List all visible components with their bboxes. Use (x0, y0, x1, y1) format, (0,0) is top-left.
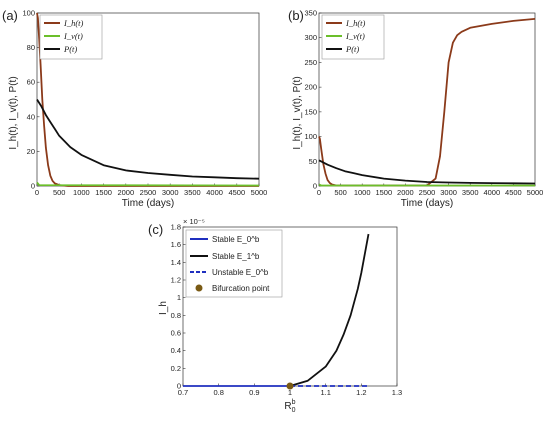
panel-a-legend-p: P(t) (63, 44, 77, 54)
panel-b-y-tick-label: 200 (304, 83, 317, 92)
panel-b-x-tick-label: 0 (317, 188, 321, 197)
panel-a-ylabel-text: I_h(t), I_v(t), P(t) (8, 76, 19, 149)
panel-a-series (36, 12, 260, 187)
panel-a-y-tick-label: 20 (27, 147, 35, 156)
panel-b-x-tick-label: 500 (334, 188, 347, 197)
panel-a-x-tick-label: 2500 (140, 188, 157, 197)
panel-c-x-tick-label: 1.2 (356, 388, 366, 397)
panel-c-y-tick-label: 1 (177, 293, 181, 302)
panel-c-legend: Stable E_0^b Stable E_1^b Unstable E_0^b… (185, 229, 283, 298)
panel-c-x-tick-label: 1 (288, 388, 292, 397)
panel-a-series-line-2 (36, 99, 260, 180)
panel-a-x-tick-label: 3000 (162, 188, 179, 197)
panel-b-x-tick-label: 4500 (505, 188, 522, 197)
panel-b-y-ticks: 0 50 100 150 200 250 300 350 (304, 9, 322, 191)
panel-c-legend-box (185, 229, 283, 298)
panel-b-x-tick-label: 1000 (354, 188, 371, 197)
panel-c-y-tick-label: 1.6 (171, 240, 181, 249)
panel-b-legend-iv: I_v(t) (345, 31, 365, 41)
panel-a-y-tick-label: 100 (22, 9, 35, 18)
panel-c-y-ticks: 0 0.2 0.4 0.6 0.8 1 1.2 1.4 1.6 1.8 (171, 223, 186, 391)
panel-c-x-tick-label: 0.7 (178, 388, 188, 397)
panel-c-ylabel: I_h (158, 301, 169, 315)
panel-c-series-line-1 (289, 233, 370, 387)
panel-b-y-tick-label: 50 (309, 157, 317, 166)
panel-c-legend-bifurcation: Bifurcation point (212, 284, 270, 293)
panel-b-x-tick-label: 4000 (483, 188, 500, 197)
panel-b-legend-p: P(t) (345, 44, 359, 54)
panel-a-x-tick-label: 0 (35, 188, 39, 197)
panel-b-series-line-0 (318, 18, 536, 187)
panel-c-y-tick-label: 1.8 (171, 223, 181, 232)
panel-b-y-tick-label: 300 (304, 33, 317, 42)
panel-b-x-tick-label: 1500 (375, 188, 392, 197)
panel-a-y-tick-label: 60 (27, 78, 35, 87)
panel-c-bifurcation-point (286, 382, 294, 390)
panel-label-c: (c) (148, 222, 163, 237)
panel-a-y-tick-label: 0 (31, 182, 35, 191)
panel-a-x-tick-label: 2000 (117, 188, 134, 197)
panel-a-x-tick-label: 4000 (206, 188, 223, 197)
panel-c-y-tick-label: 0.2 (171, 364, 181, 373)
panel-c-x-tick-label: 0.9 (249, 388, 259, 397)
panel-label-b: (b) (288, 8, 304, 23)
panel-c-legend-e0-unstable: Unstable E_0^b (212, 268, 269, 277)
panel-a-x-tick-label: 4500 (228, 188, 245, 197)
panel-b-y-tick-label: 0 (313, 182, 317, 191)
panel-a-series-line-1 (36, 181, 260, 187)
panel-b-x-tick-label: 3000 (440, 188, 457, 197)
panel-b-ylabel: I_h(t), I_v(t), P(t) (292, 76, 303, 149)
panel-a-legend-ih: I_h(t) (63, 18, 84, 28)
panel-a-x-tick-label: 1000 (73, 188, 90, 197)
panel-c-y-tick-label: 1.2 (171, 276, 181, 285)
panel-b-y-tick-label: 100 (304, 132, 317, 141)
panel-b-legend: I_h(t) I_v(t) P(t) (321, 14, 385, 60)
panel-a-x-tick-label: 3500 (184, 188, 201, 197)
panel-c: (c) I_h × 10⁻⁵ 0.7 0.8 0.9 1 1.1 1.2 1.3 00.20… (148, 217, 402, 414)
panel-b-legend-ih: I_h(t) (345, 18, 366, 28)
panel-c-x-tick-label: 0.8 (213, 388, 223, 397)
panel-b-ylabel-text: I_h(t), I_v(t), P(t) (292, 76, 303, 149)
panel-a-y-tick-label: 80 (27, 43, 35, 52)
panel-b-y-tick-label: 350 (304, 9, 317, 18)
panel-b-x-tick-label: 5000 (527, 188, 544, 197)
panel-c-series (183, 233, 370, 390)
panel-a-x-tick-label: 500 (53, 188, 66, 197)
panel-b-x-ticks: 0 500 1000 1500 2000 2500 3000 3500 4000 4500 5000 (317, 183, 544, 197)
panel-c-y-tick-label: 0 (177, 382, 181, 391)
panel-b-xlabel: Time (days) (401, 198, 453, 209)
panel-c-y-multiplier: × 10⁻⁵ (183, 217, 205, 226)
panel-c-y-tick-label: 0.8 (171, 311, 181, 320)
panel-c-xlabel: Rb 0 (284, 399, 295, 414)
panel-b-series (318, 18, 536, 187)
panel-a-legend-iv: I_v(t) (63, 31, 83, 41)
panel-b-y-tick-label: 250 (304, 58, 317, 67)
panel-b-series-line-2 (318, 159, 536, 185)
panel-a-x-tick-label: 5000 (251, 188, 268, 197)
panel-c-x-tick-label: 1.3 (392, 388, 402, 397)
panel-label-a: (a) (2, 8, 18, 23)
panel-c-y-tick-label: 1.4 (171, 258, 181, 267)
panel-b-y-tick-label: 150 (304, 107, 317, 116)
panel-c-y-tick-label: 0.4 (171, 346, 181, 355)
panel-b: (b) I_h(t), I_v(t), P(t) 0 500 1000 1500 200… (288, 8, 543, 209)
panel-c-legend-e1-stable: Stable E_1^b (212, 252, 260, 261)
panel-c-y-tick-label: 0.6 (171, 329, 181, 338)
panel-b-x-tick-label: 2500 (419, 188, 436, 197)
panel-a: (a) I_h(t), I_v(t), P(t) 0 500 1000 1500 200… (2, 8, 267, 209)
panel-b-x-tick-label: 2000 (397, 188, 414, 197)
panel-a-ylabel: I_h(t), I_v(t), P(t) (8, 76, 19, 149)
panel-c-legend-e0-stable: Stable E_0^b (212, 235, 260, 244)
panel-a-xlabel: Time (days) (122, 198, 174, 209)
panel-c-legend-swatch-bifurcation (195, 284, 203, 292)
panel-a-y-tick-label: 40 (27, 112, 35, 121)
panel-a-legend: I_h(t) I_v(t) P(t) (39, 14, 103, 60)
panel-a-x-tick-label: 1500 (95, 188, 112, 197)
panel-b-x-tick-label: 3500 (462, 188, 479, 197)
panel-c-x-tick-label: 1.1 (320, 388, 330, 397)
panel-b-series-line-1 (318, 183, 535, 187)
